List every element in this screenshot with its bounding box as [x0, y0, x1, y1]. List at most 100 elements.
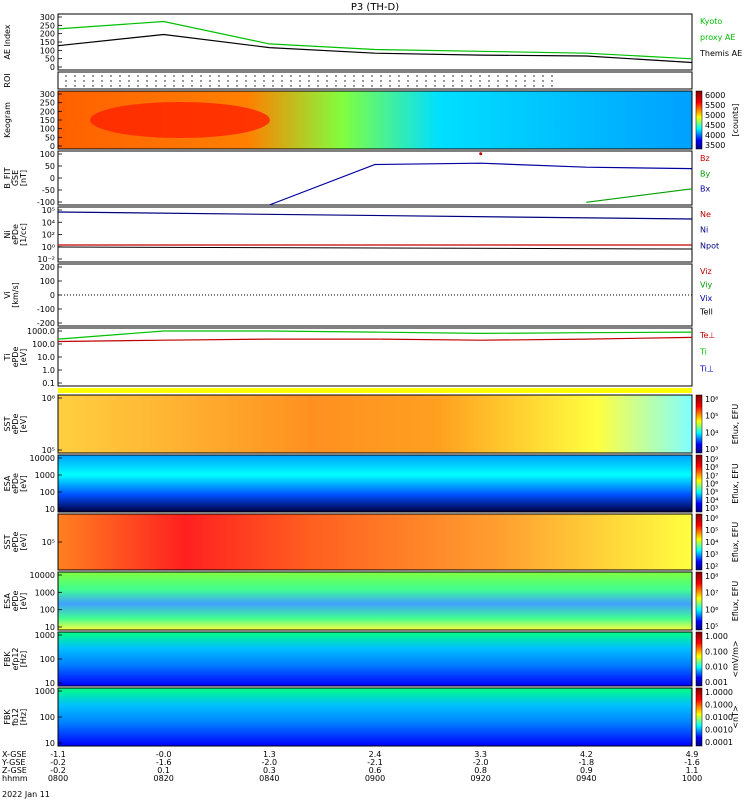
roi-dot: [299, 80, 301, 82]
ytick-label: 10000: [30, 571, 55, 580]
roi-dot: [182, 80, 184, 82]
ytick-label: 0: [50, 291, 55, 300]
colorbar: [695, 90, 703, 150]
roi-dot: [272, 80, 274, 82]
ytick-label: 100: [40, 713, 55, 722]
panel-esa_e-plot-area: [57, 454, 693, 513]
roi-dot: [506, 80, 508, 82]
roi-dot: [173, 75, 175, 77]
roi-dot: [317, 85, 319, 87]
colorbar-tick: 10⁶: [705, 480, 718, 489]
colorbar-tick: 1.000: [705, 632, 728, 641]
roi-dot: [542, 75, 544, 77]
roi-dot: [434, 80, 436, 82]
roi-dot: [371, 80, 373, 82]
ytick-label: 100.0: [32, 340, 55, 349]
panel-density-ylabel: ePDe: [11, 224, 20, 245]
roi-dot: [65, 75, 67, 77]
panel-sst_e-ylabel: [eV]: [19, 416, 28, 433]
ytick-label: 100: [40, 150, 55, 159]
panel-fbk_e: FBK efp12 [Hz] 1000 100 10 1.000 0.100 0.010 0.00…: [3, 631, 740, 688]
legend-bx: Bx: [700, 185, 710, 194]
xaxis-tick-label: 0.9: [580, 766, 593, 775]
series-kyoto-proxy-ae: [57, 20, 693, 60]
roi-dot: [137, 80, 139, 82]
panel-sst_i: SST ePDe [eV] 10⁵ 10⁶ 10⁵ 10⁴ 10³ 10² Eflux, EFU: [3, 513, 740, 571]
ytick-label: 100: [40, 488, 55, 497]
colorbar-tick: 10⁶: [705, 395, 718, 404]
panel-bfield-ylabel: GSE: [11, 170, 20, 186]
colorbar-tick: 0.1000: [705, 701, 733, 710]
legend-te-: Te⊥: [699, 331, 715, 340]
quality-bar: [58, 388, 692, 393]
panel-bfield-ylabel: [nT]: [19, 170, 28, 186]
roi-dot: [218, 80, 220, 82]
roi-dot: [110, 80, 112, 82]
colorbar-tick: 0.010: [705, 663, 728, 672]
roi-dot: [236, 75, 238, 77]
colorbar-tick: 10⁷: [705, 471, 718, 480]
roi-dot: [110, 75, 112, 77]
roi-dot: [191, 85, 193, 87]
ytick-label: 250: [40, 99, 55, 108]
panel-sst_i-ylabel: SST: [3, 534, 12, 549]
ytick-label: 10⁵: [42, 206, 55, 215]
roi-dot: [488, 80, 490, 82]
roi-dot: [533, 75, 535, 77]
roi-dot: [461, 75, 463, 77]
series-npot: [57, 246, 693, 250]
roi-dot: [308, 75, 310, 77]
roi-dot: [443, 85, 445, 87]
roi-dot: [209, 80, 211, 82]
roi-dot: [416, 80, 418, 82]
panel-sst_i-ylabel: ePDe: [11, 532, 20, 553]
roi-dot: [299, 85, 301, 87]
roi-dot: [119, 80, 121, 82]
ytick-label: 10⁶: [42, 394, 55, 403]
panel-keogram-plot-area: [57, 90, 693, 150]
roi-dot: [470, 75, 472, 77]
roi-dot: [164, 80, 166, 82]
roi-dot: [488, 85, 490, 87]
panel-roi-ylabel: ROI: [3, 73, 12, 87]
roi-dot: [416, 85, 418, 87]
roi-dot: [164, 75, 166, 77]
panel-sst_e-ylabel: SST: [3, 416, 12, 431]
xaxis-tick-label: 0840: [259, 774, 279, 783]
panel-esa_e-ylabel: [eV]: [19, 475, 28, 492]
xaxis-tick-label: 0.3: [263, 766, 276, 775]
panel-fbk_e-ylabel: [Hz]: [19, 651, 28, 667]
roi-dot: [92, 80, 94, 82]
xaxis-tick-label: 0820: [153, 774, 173, 783]
colorbar-tick: 0.001: [705, 678, 728, 687]
panel-density-ylabel: [1/cc]: [19, 223, 28, 246]
colorbar-tick: 1.0000: [705, 688, 733, 697]
panel-velocity-ylabel: Vi: [3, 291, 12, 299]
roi-dot: [344, 75, 346, 77]
xaxis-tick-label: 0800: [48, 774, 68, 783]
xaxis-tick-label: -0.2: [50, 766, 66, 775]
legend-viz: Viz: [700, 267, 712, 276]
legend-bz: Bz: [700, 154, 710, 163]
xaxis-tick-label: 2.4: [369, 750, 382, 759]
legend-by: By: [700, 169, 710, 178]
ytick-label: 50: [45, 133, 55, 142]
ytick-label: 200: [40, 263, 55, 272]
xaxis-tick-label: 1.3: [263, 750, 276, 759]
series-ti: [57, 330, 693, 340]
roi-dot: [524, 85, 526, 87]
ytick-label: 10⁴: [42, 218, 55, 227]
ytick-label: 300: [40, 13, 55, 22]
roi-dot: [551, 85, 553, 87]
roi-dot: [137, 75, 139, 77]
xaxis-row-label: hhmm: [2, 774, 28, 783]
series-by: [586, 188, 693, 203]
ytick-label: 10⁵: [42, 538, 55, 547]
ytick-label: 200: [40, 107, 55, 116]
roi-dot: [407, 80, 409, 82]
roi-dot: [344, 85, 346, 87]
ytick-label: 10: [45, 739, 55, 748]
panel-sst_e: SST ePDe [eV] 10⁶ 10⁵ 10⁶ 10⁵ 10⁴ 10³ Eflux, EFU: [3, 394, 740, 455]
ytick-label: 10000: [30, 454, 55, 463]
